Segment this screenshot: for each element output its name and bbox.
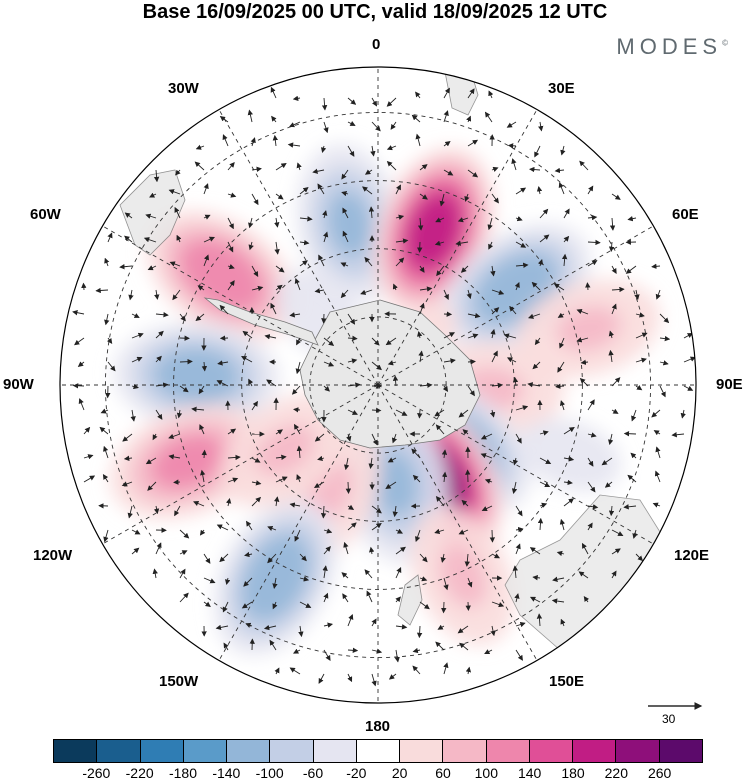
label-lon-30w: 30W bbox=[168, 80, 199, 97]
wind-vectors bbox=[72, 86, 696, 687]
colorbar-tick-label: 100 bbox=[474, 765, 499, 781]
label-lon-60e: 60E bbox=[672, 206, 699, 223]
colorbar-swatch bbox=[486, 740, 530, 762]
colorbar-tick-label: 180 bbox=[561, 765, 585, 781]
colorbar-tick-label: -140 bbox=[212, 765, 241, 781]
colorbar-tick-label: 220 bbox=[604, 765, 629, 781]
label-lon-120w: 120W bbox=[33, 547, 73, 564]
anomaly-center bbox=[373, 147, 495, 316]
anomaly-center bbox=[410, 506, 516, 646]
colorbar-tick-label: 60 bbox=[435, 765, 451, 781]
anomaly-center bbox=[214, 499, 338, 656]
colorbar-swatch bbox=[356, 740, 401, 762]
colorbar bbox=[53, 739, 703, 763]
colorbar-swatch bbox=[573, 740, 617, 762]
map-title: Base 16/09/2025 00 UTC, valid 18/09/2025… bbox=[142, 1, 608, 23]
label-lon-30e: 30E bbox=[548, 80, 575, 97]
colorbar-tick-label: 260 bbox=[647, 765, 672, 781]
map-boundary bbox=[59, 66, 697, 704]
label-lon-0: 0 bbox=[372, 36, 381, 53]
colorbar-swatch bbox=[270, 740, 314, 762]
colorbar-swatch bbox=[313, 740, 357, 762]
colorbar-tick-label: 20 bbox=[391, 765, 408, 781]
colorbar-swatch bbox=[227, 740, 271, 762]
label-lon-60w: 60W bbox=[30, 206, 61, 223]
colorbar-swatch bbox=[659, 740, 702, 762]
label-lon-90e: 90E bbox=[716, 376, 743, 393]
label-lon-150w: 150W bbox=[159, 673, 199, 690]
brand-mark: © bbox=[722, 38, 728, 48]
colorbar-ticks: -260 -220 -180 -140 -100 -60 -20 20 60 100 140 180 2… bbox=[53, 765, 703, 783]
colorbar-swatch bbox=[443, 740, 487, 762]
colorbar-swatch bbox=[140, 740, 184, 762]
colorbar-tick-label: -180 bbox=[168, 765, 198, 781]
colorbar-tick-label: 140 bbox=[517, 765, 542, 781]
colorbar-tick-label: -260 bbox=[82, 765, 111, 781]
colorbar-swatch bbox=[400, 740, 444, 762]
label-lon-120e: 120E bbox=[674, 547, 710, 564]
antarctica-land bbox=[299, 299, 481, 449]
new-zealand-land bbox=[397, 574, 423, 626]
brand-name: MODES bbox=[616, 34, 723, 59]
anomaly-field bbox=[109, 143, 661, 656]
colorbar-tick-label: -60 bbox=[302, 765, 324, 781]
anomaly-center bbox=[517, 279, 661, 378]
colorbar-tick-label: -20 bbox=[346, 765, 367, 781]
label-lon-150e: 150E bbox=[549, 673, 585, 690]
label-lon-90w: 90W bbox=[3, 376, 34, 393]
reference-vector-label: 30 bbox=[662, 712, 676, 726]
colorbar-swatch bbox=[97, 740, 141, 762]
anomaly-center bbox=[219, 393, 351, 507]
colorbar-swatch bbox=[529, 740, 574, 762]
label-lon-180: 180 bbox=[365, 718, 391, 735]
colorbar-tick-label: -220 bbox=[125, 765, 154, 781]
colorbar-swatch bbox=[183, 740, 228, 762]
graticule bbox=[60, 67, 696, 703]
colorbar-tick-label: -100 bbox=[255, 765, 284, 781]
colorbar-swatch bbox=[616, 740, 660, 762]
modes-logo: MODES© bbox=[616, 34, 728, 60]
colorbar-swatch bbox=[54, 740, 98, 762]
antarctic-peninsula bbox=[203, 297, 319, 346]
anomaly-center bbox=[146, 210, 297, 341]
